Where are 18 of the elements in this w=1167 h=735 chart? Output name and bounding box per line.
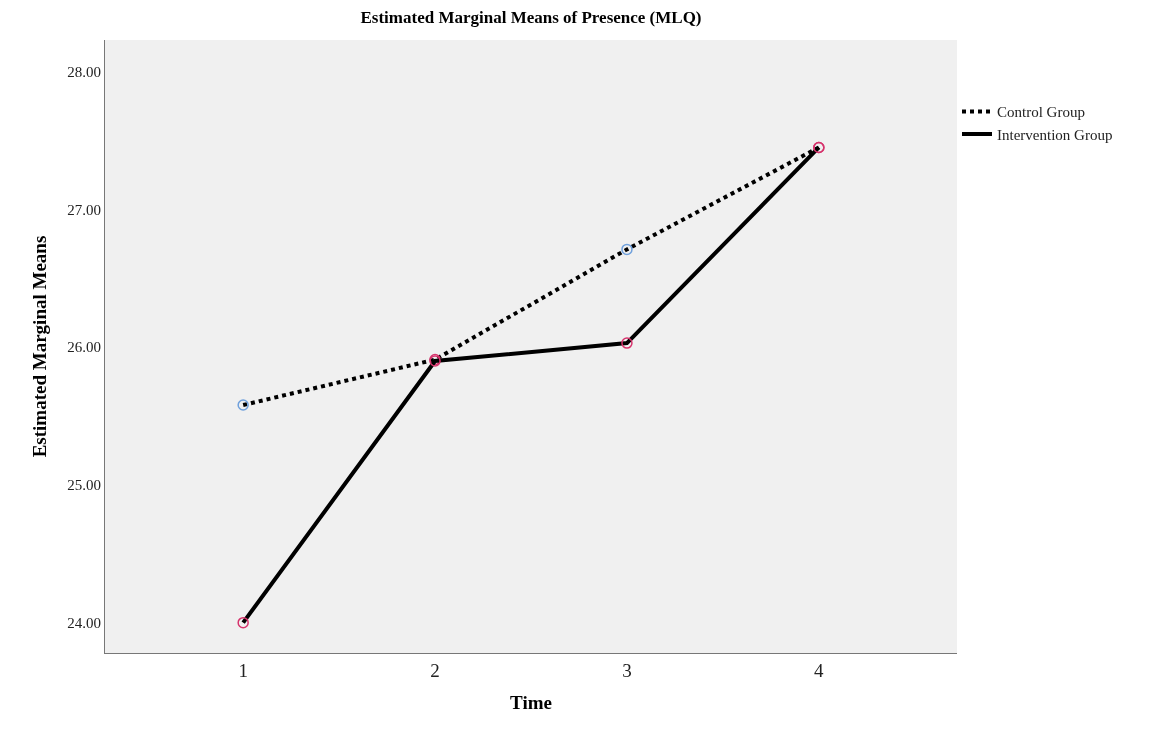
legend-label: Intervention Group [997, 126, 1113, 143]
x-axis-title: Time [510, 691, 552, 713]
x-tick-label: 3 [622, 659, 632, 681]
y-axis-title: Estimated Marginal Means [29, 235, 51, 458]
y-tick-label: 24.00 [67, 614, 101, 631]
chart-title: Estimated Marginal Means of Presence (MLQ) [360, 7, 702, 27]
y-tick-label: 28.00 [67, 63, 101, 80]
point [237, 616, 249, 629]
point [237, 399, 249, 411]
y-tick-label: 27.00 [67, 201, 101, 218]
x-tick-label: 4 [814, 659, 825, 681]
point [621, 337, 633, 349]
point [621, 243, 633, 256]
x-tick-label: 2 [430, 659, 440, 681]
y-tick-label: 26.00 [67, 339, 101, 356]
legend-label: Control Group [997, 104, 1085, 121]
x-tick-label: 1 [238, 659, 248, 681]
y-tick-label: 25.00 [67, 477, 101, 494]
